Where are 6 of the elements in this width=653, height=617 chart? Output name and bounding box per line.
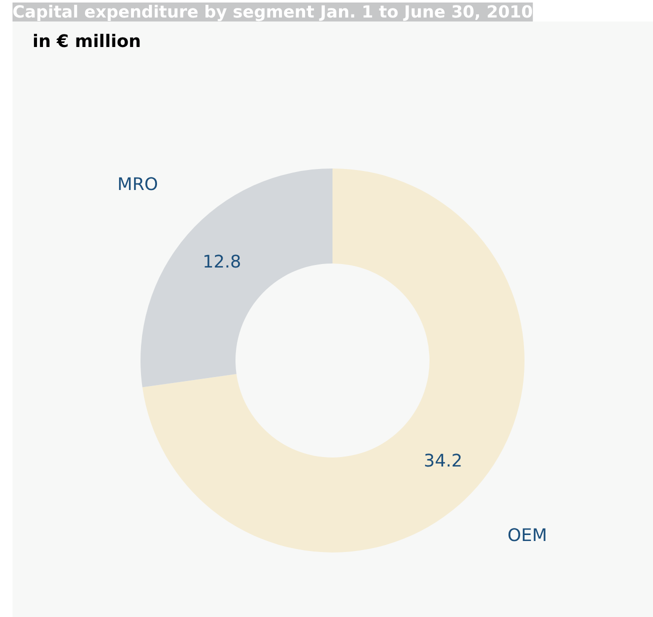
chart-subtitle: in € million: [32, 32, 141, 52]
slice-label: OEM: [508, 526, 548, 546]
chart-title: Capital expenditure by segment Jan. 1 to June 30, 2010: [12, 2, 533, 22]
data-label: 34.2: [424, 452, 462, 472]
data-label: 12.8: [202, 252, 242, 272]
slice-label: MRO: [117, 175, 158, 196]
